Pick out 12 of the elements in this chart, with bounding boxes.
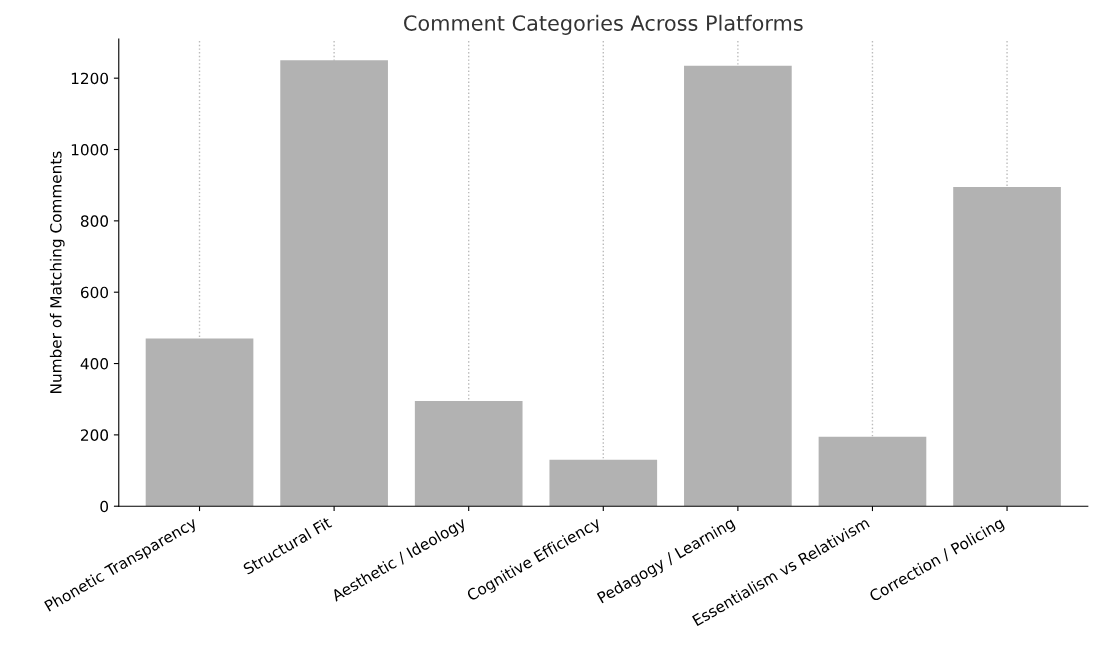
chart-title: Comment Categories Across Platforms [404,14,803,35]
y-tick-label: 400 [80,358,109,370]
bar [145,338,254,507]
y-tick-label: 1000 [71,143,109,156]
y-tick-label: 600 [80,286,109,299]
y-tick-label: 200 [81,429,109,441]
y-tick-label: 0 [100,500,109,513]
y-axis-title: Number of Matching Comments [49,151,65,393]
y-tick-label: 1200 [71,72,109,85]
bar [549,459,658,507]
y-tick-label: 800 [80,215,109,227]
bar [414,400,523,507]
